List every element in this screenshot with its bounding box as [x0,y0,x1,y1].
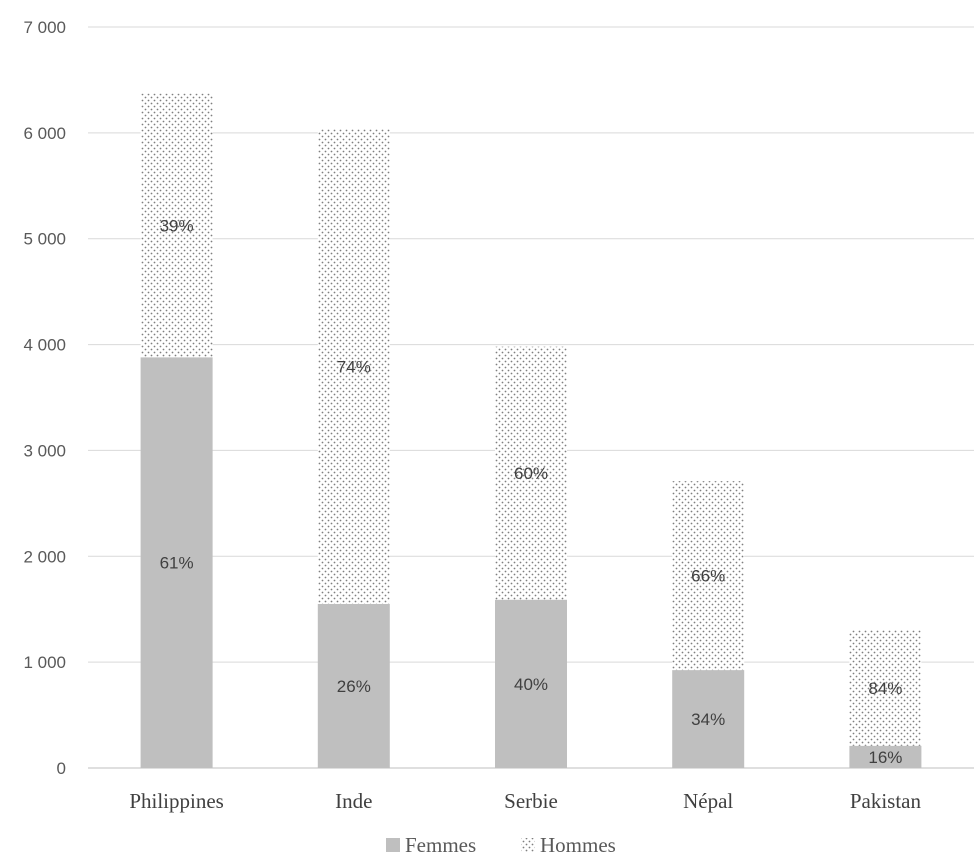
bar-femmes-1 [317,603,390,768]
data-label: 26% [337,677,371,696]
x-tick-label: Népal [683,789,733,813]
legend-swatch-hommes [521,838,535,852]
y-axis: 0 1 000 2 000 3 000 4 000 5 000 6 000 7 000 [23,18,66,778]
data-label: 84% [868,679,902,698]
x-tick-label: Pakistan [850,789,922,813]
data-label: 61% [160,554,194,573]
x-axis: Philippines Inde Serbie Népal Pakistan [129,789,921,813]
legend-swatch-femmes [386,838,400,852]
bar-hommes-3 [672,481,745,671]
data-label: 66% [691,567,725,586]
bar-hommes-4 [849,630,922,746]
bar-hommes-2 [495,346,567,600]
data-label: 40% [514,675,548,694]
data-label: 34% [691,710,725,729]
y-tick-label: 1 000 [23,653,66,672]
bar-femmes-4 [849,745,922,768]
y-tick-label: 7 000 [23,18,66,37]
data-label: 60% [514,464,548,483]
y-tick-label: 0 [57,759,66,778]
legend-label: Femmes [405,833,476,857]
legend-label: Hommes [540,833,616,857]
bar-hommes-1 [317,128,390,604]
x-tick-label: Philippines [129,789,224,813]
data-label: 16% [868,748,902,767]
legend: Femmes Hommes [386,833,616,857]
bars [140,93,922,768]
y-tick-label: 2 000 [23,547,66,566]
y-tick-label: 5 000 [23,230,66,249]
y-tick-label: 4 000 [23,336,66,355]
bar-femmes-2 [495,599,567,768]
x-tick-label: Serbie [504,789,558,813]
bar-hommes-0 [140,93,213,358]
data-labels: 61% 39% 26% 74% 40% 60% 34% 66% 16% 84% [160,216,903,766]
y-tick-label: 6 000 [23,124,66,143]
bar-femmes-3 [672,670,745,768]
bar-femmes-0 [140,357,213,768]
x-tick-label: Inde [335,789,372,813]
y-tick-label: 3 000 [23,441,66,460]
data-label: 39% [160,216,194,235]
data-label: 74% [337,357,371,376]
